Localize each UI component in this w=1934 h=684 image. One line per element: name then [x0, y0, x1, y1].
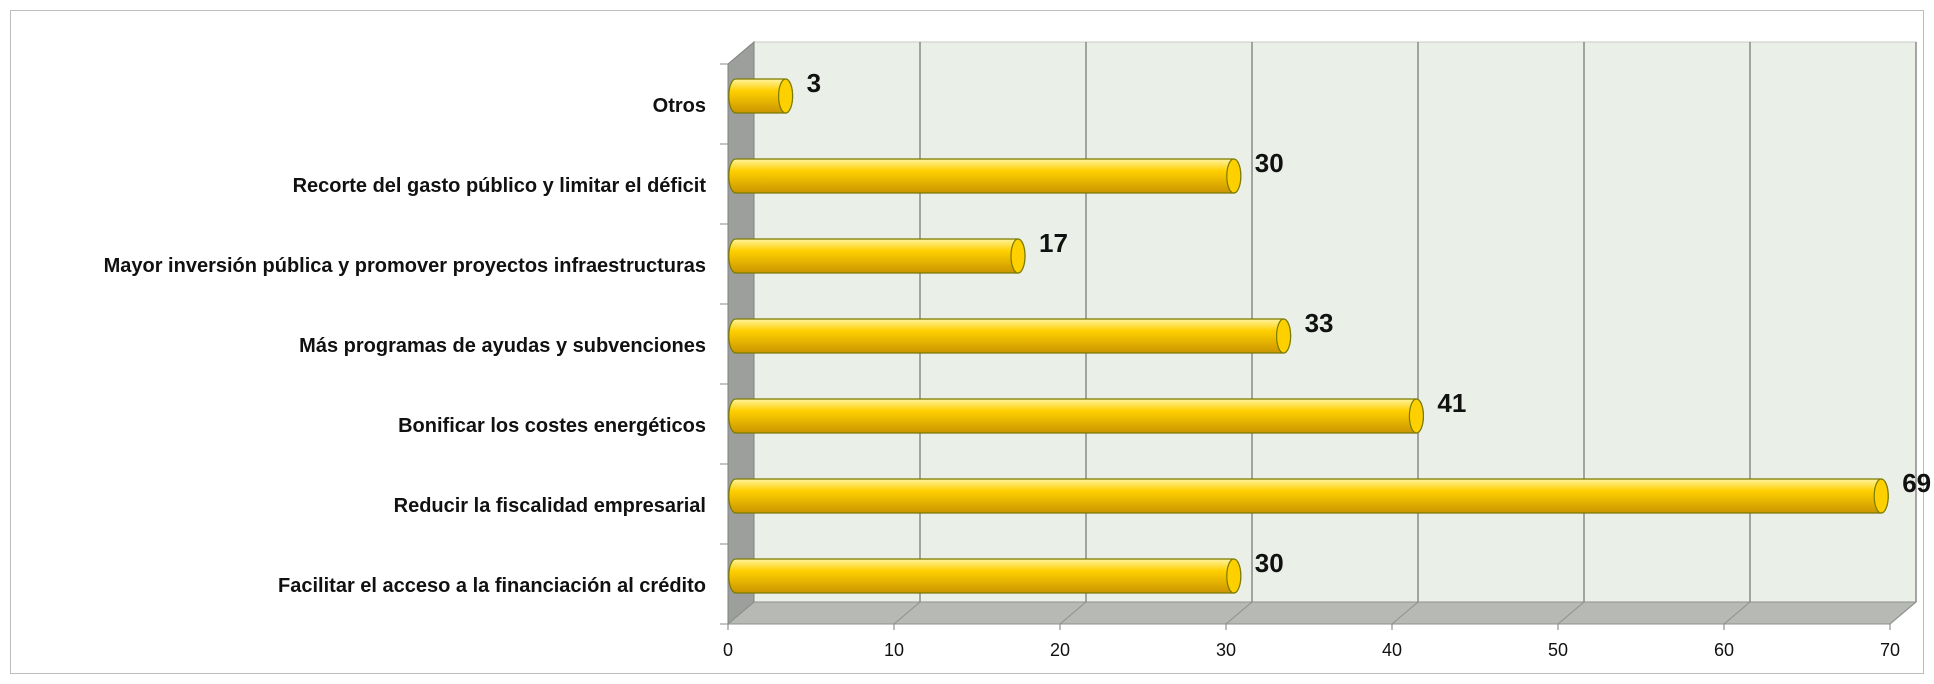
tick-label: 60: [1714, 640, 1734, 660]
bar-cap: [1010, 238, 1026, 274]
floor-gridline: [1225, 601, 1253, 625]
data-label: 30: [1255, 548, 1284, 578]
category-label: Otros: [653, 95, 706, 117]
data-label: 17: [1039, 228, 1068, 258]
tick-label: 70: [1880, 640, 1900, 660]
bar-cap: [1275, 318, 1292, 354]
tick-label: 20: [1050, 640, 1070, 660]
bar: [728, 158, 1242, 194]
category-label: Bonificar los costes energéticos: [398, 415, 706, 437]
floor: [726, 601, 1918, 625]
floor-gridline: [1391, 601, 1419, 625]
floor-gridline: [1723, 601, 1751, 625]
data-labels: 30 69 41 33 17 30 3: [807, 68, 1932, 578]
tick-label: 0: [723, 640, 733, 660]
bar-body: [728, 478, 1889, 514]
tick-label: 30: [1216, 640, 1236, 660]
bar-body: [728, 158, 1242, 194]
bar-cap: [777, 78, 794, 114]
category-labels: Facilitar el acceso a la financiación al…: [104, 95, 707, 597]
bar: [728, 558, 1242, 594]
category-label: Recorte del gasto público y limitar el d…: [293, 175, 707, 197]
data-label: 3: [807, 68, 821, 98]
data-label: 69: [1902, 468, 1931, 498]
bar-body: [728, 558, 1242, 594]
category-label: Más programas de ayudas y subvenciones: [299, 335, 706, 357]
floor-gridline: [1059, 601, 1087, 625]
bar-cap: [1226, 158, 1242, 194]
bar: [728, 78, 794, 114]
category-label: Mayor inversión pública y promover proye…: [104, 255, 706, 277]
bars: [728, 78, 1889, 594]
bar-body: [728, 398, 1424, 434]
floor-gridline: [1557, 601, 1585, 625]
tick-label: 40: [1382, 640, 1402, 660]
bar: [728, 238, 1026, 274]
tick-label: 10: [884, 640, 904, 660]
bar-body: [728, 318, 1292, 354]
category-label: Reducir la fiscalidad empresarial: [394, 495, 706, 517]
category-label: Facilitar el acceso a la financiación al…: [278, 575, 706, 597]
bar: [728, 478, 1889, 514]
bar: [728, 318, 1292, 354]
data-label: 41: [1437, 388, 1466, 418]
bar-cap: [1408, 398, 1425, 434]
bar-cap: [1873, 478, 1889, 514]
x-axis-ticks: 0 10 20 30 40 50 60 70: [720, 63, 1900, 660]
bar-body: [728, 238, 1026, 274]
bar-cap: [1226, 558, 1242, 594]
data-label: 30: [1255, 148, 1284, 178]
bar: [728, 398, 1425, 434]
floor-gridline: [1889, 601, 1917, 625]
data-label: 33: [1305, 308, 1334, 338]
tick-label: 50: [1548, 640, 1568, 660]
floor-gridline: [727, 601, 755, 625]
floor-gridline: [893, 601, 921, 625]
